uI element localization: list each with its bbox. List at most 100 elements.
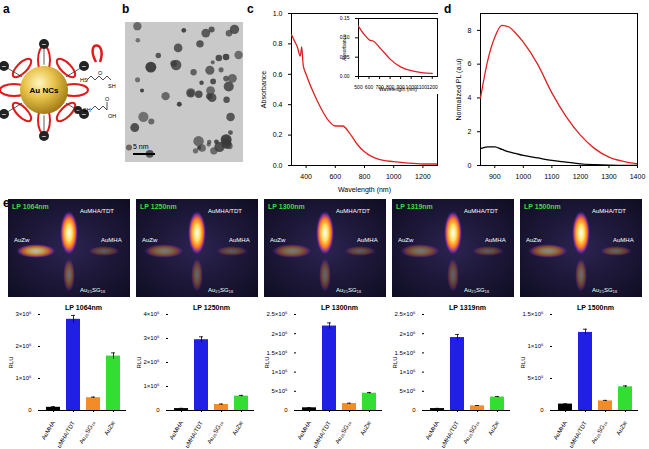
svg-text:1×10⁶: 1×10⁶ (272, 369, 289, 375)
svg-text:−: − (82, 62, 87, 71)
svg-text:2.5×10⁶: 2.5×10⁶ (395, 311, 417, 317)
svg-text:1×10⁶: 1×10⁶ (16, 375, 33, 381)
svg-text:2×10⁶: 2×10⁶ (144, 359, 161, 365)
svg-text:1200: 1200 (427, 84, 438, 90)
svg-text:1×10⁶: 1×10⁶ (144, 383, 161, 389)
svg-text:SH: SH (83, 107, 91, 113)
svg-text:AuMHA: AuMHA (296, 420, 312, 441)
svg-text:AuMHA/TDT: AuMHA/TDT (310, 420, 332, 448)
svg-text:0.2: 0.2 (273, 131, 283, 138)
svg-text:4: 4 (468, 94, 472, 101)
svg-text:1200: 1200 (415, 173, 431, 180)
svg-text:HS: HS (80, 77, 88, 83)
svg-text:3×10⁶: 3×10⁶ (16, 311, 33, 317)
svg-text:0.8: 0.8 (273, 40, 283, 47)
svg-text:−: − (2, 110, 7, 119)
svg-text:LP 1500nm: LP 1500nm (577, 304, 614, 311)
svg-text:AuZw: AuZw (487, 419, 500, 436)
svg-text:RLU: RLU (392, 356, 398, 368)
svg-text:LP 1250nm: LP 1250nm (140, 203, 177, 210)
svg-text:600: 600 (365, 84, 374, 90)
svg-text:6: 6 (468, 60, 472, 67)
svg-text:Au₂₅SG₁₈: Au₂₅SG₁₈ (80, 287, 106, 293)
svg-text:0: 0 (284, 407, 288, 413)
svg-text:AuZw: AuZw (231, 419, 244, 436)
svg-text:0: 0 (412, 407, 416, 413)
svg-text:−: − (42, 40, 47, 49)
svg-text:LP 1500nm: LP 1500nm (524, 203, 561, 210)
svg-text:LP 1064nm: LP 1064nm (12, 203, 49, 210)
svg-text:LP 1250nm: LP 1250nm (193, 304, 230, 311)
svg-text:0.00: 0.00 (340, 73, 350, 79)
svg-text:AuMHA: AuMHA (485, 237, 506, 243)
svg-text:Au₂₅SG₁₈: Au₂₅SG₁₈ (336, 287, 362, 293)
svg-text:AuMHA: AuMHA (424, 420, 440, 441)
svg-text:RLU: RLU (520, 356, 526, 368)
svg-text:1.0: 1.0 (273, 10, 283, 17)
svg-text:Au₂₅SG₁₈: Au₂₅SG₁₈ (208, 287, 234, 293)
svg-text:2×10⁶: 2×10⁶ (400, 331, 417, 337)
svg-text:AuMHA: AuMHA (552, 420, 568, 441)
svg-text:OH: OH (108, 113, 116, 119)
svg-text:AuMHA/TDT: AuMHA/TDT (208, 208, 242, 214)
svg-text:AuZw: AuZw (142, 237, 158, 243)
svg-text:Au₂₅SG₁₈: Au₂₅SG₁₈ (464, 287, 490, 293)
svg-text:AuMHA/TDT: AuMHA/TDT (336, 208, 370, 214)
svg-text:2: 2 (468, 128, 472, 135)
svg-text:1×10⁶: 1×10⁶ (400, 369, 417, 375)
svg-text:−: − (2, 62, 7, 71)
svg-text:Wavelength (nm): Wavelength (nm) (338, 186, 391, 194)
svg-text:AuMHA: AuMHA (357, 237, 378, 243)
svg-text:AuMHA: AuMHA (229, 237, 250, 243)
svg-text:600: 600 (329, 173, 341, 180)
svg-text:4×10⁶: 4×10⁶ (144, 311, 161, 317)
svg-text:AuZw: AuZw (270, 237, 286, 243)
svg-text:Wavelength (nm): Wavelength (nm) (379, 86, 417, 92)
svg-text:Au₂₅SG₁₈: Au₂₅SG₁₈ (592, 287, 618, 293)
svg-text:O: O (105, 96, 110, 102)
svg-text:RLU: RLU (8, 356, 14, 368)
svg-text:8: 8 (468, 27, 472, 34)
svg-text:1×10⁶: 1×10⁶ (528, 343, 545, 349)
svg-text:AuMHA/TDT: AuMHA/TDT (464, 208, 498, 214)
svg-text:LP 1064nm: LP 1064nm (65, 304, 102, 311)
svg-text:0.6: 0.6 (273, 71, 283, 78)
svg-text:900: 900 (489, 173, 501, 180)
svg-text:O: O (98, 70, 103, 76)
svg-text:0.0: 0.0 (273, 162, 283, 169)
svg-text:1000: 1000 (516, 173, 532, 180)
svg-text:AuMHA/TDT: AuMHA/TDT (438, 420, 460, 448)
svg-text:−: − (76, 107, 80, 113)
svg-text:AuMHA/TDT: AuMHA/TDT (566, 420, 588, 448)
svg-text:0: 0 (468, 162, 472, 169)
svg-text:Normalized PL (a.u): Normalized PL (a.u) (455, 59, 463, 121)
svg-text:1200: 1200 (573, 173, 589, 180)
svg-text:AuMHA: AuMHA (613, 237, 634, 243)
svg-text:AuMHA/TDT: AuMHA/TDT (54, 420, 76, 448)
svg-text:Absorbance: Absorbance (341, 34, 347, 61)
svg-text:0: 0 (156, 407, 160, 413)
svg-text:Absorbance: Absorbance (260, 71, 267, 108)
svg-text:Au₂₅SG₁₈: Au₂₅SG₁₈ (334, 420, 352, 445)
svg-text:1400: 1400 (630, 173, 646, 180)
svg-text:AuMHA: AuMHA (168, 420, 184, 441)
svg-text:AuMHA/TDT: AuMHA/TDT (592, 208, 626, 214)
svg-text:0: 0 (28, 407, 32, 413)
svg-text:AuMHA/TDT: AuMHA/TDT (80, 208, 114, 214)
svg-text:3×10⁶: 3×10⁶ (144, 335, 161, 341)
svg-text:RLU: RLU (136, 356, 142, 368)
svg-text:AuMHA: AuMHA (40, 420, 56, 441)
svg-text:Au₂₅SG₁₈: Au₂₅SG₁₈ (462, 420, 480, 445)
svg-text:Au₂₅SG₁₈: Au₂₅SG₁₈ (206, 420, 224, 445)
svg-text:AuZw: AuZw (103, 419, 116, 436)
svg-text:AuMHA/TDT: AuMHA/TDT (182, 420, 204, 448)
svg-text:5×10⁵: 5×10⁵ (399, 388, 416, 394)
svg-text:0: 0 (540, 407, 544, 413)
svg-text:1300: 1300 (601, 173, 617, 180)
svg-text:AuZw: AuZw (398, 237, 414, 243)
svg-text:LP 1319nm: LP 1319nm (396, 203, 433, 210)
svg-text:5×10⁵: 5×10⁵ (527, 375, 544, 381)
svg-text:−: − (42, 132, 47, 141)
svg-text:1.5×10⁶: 1.5×10⁶ (395, 350, 417, 356)
svg-text:SH: SH (108, 83, 116, 89)
